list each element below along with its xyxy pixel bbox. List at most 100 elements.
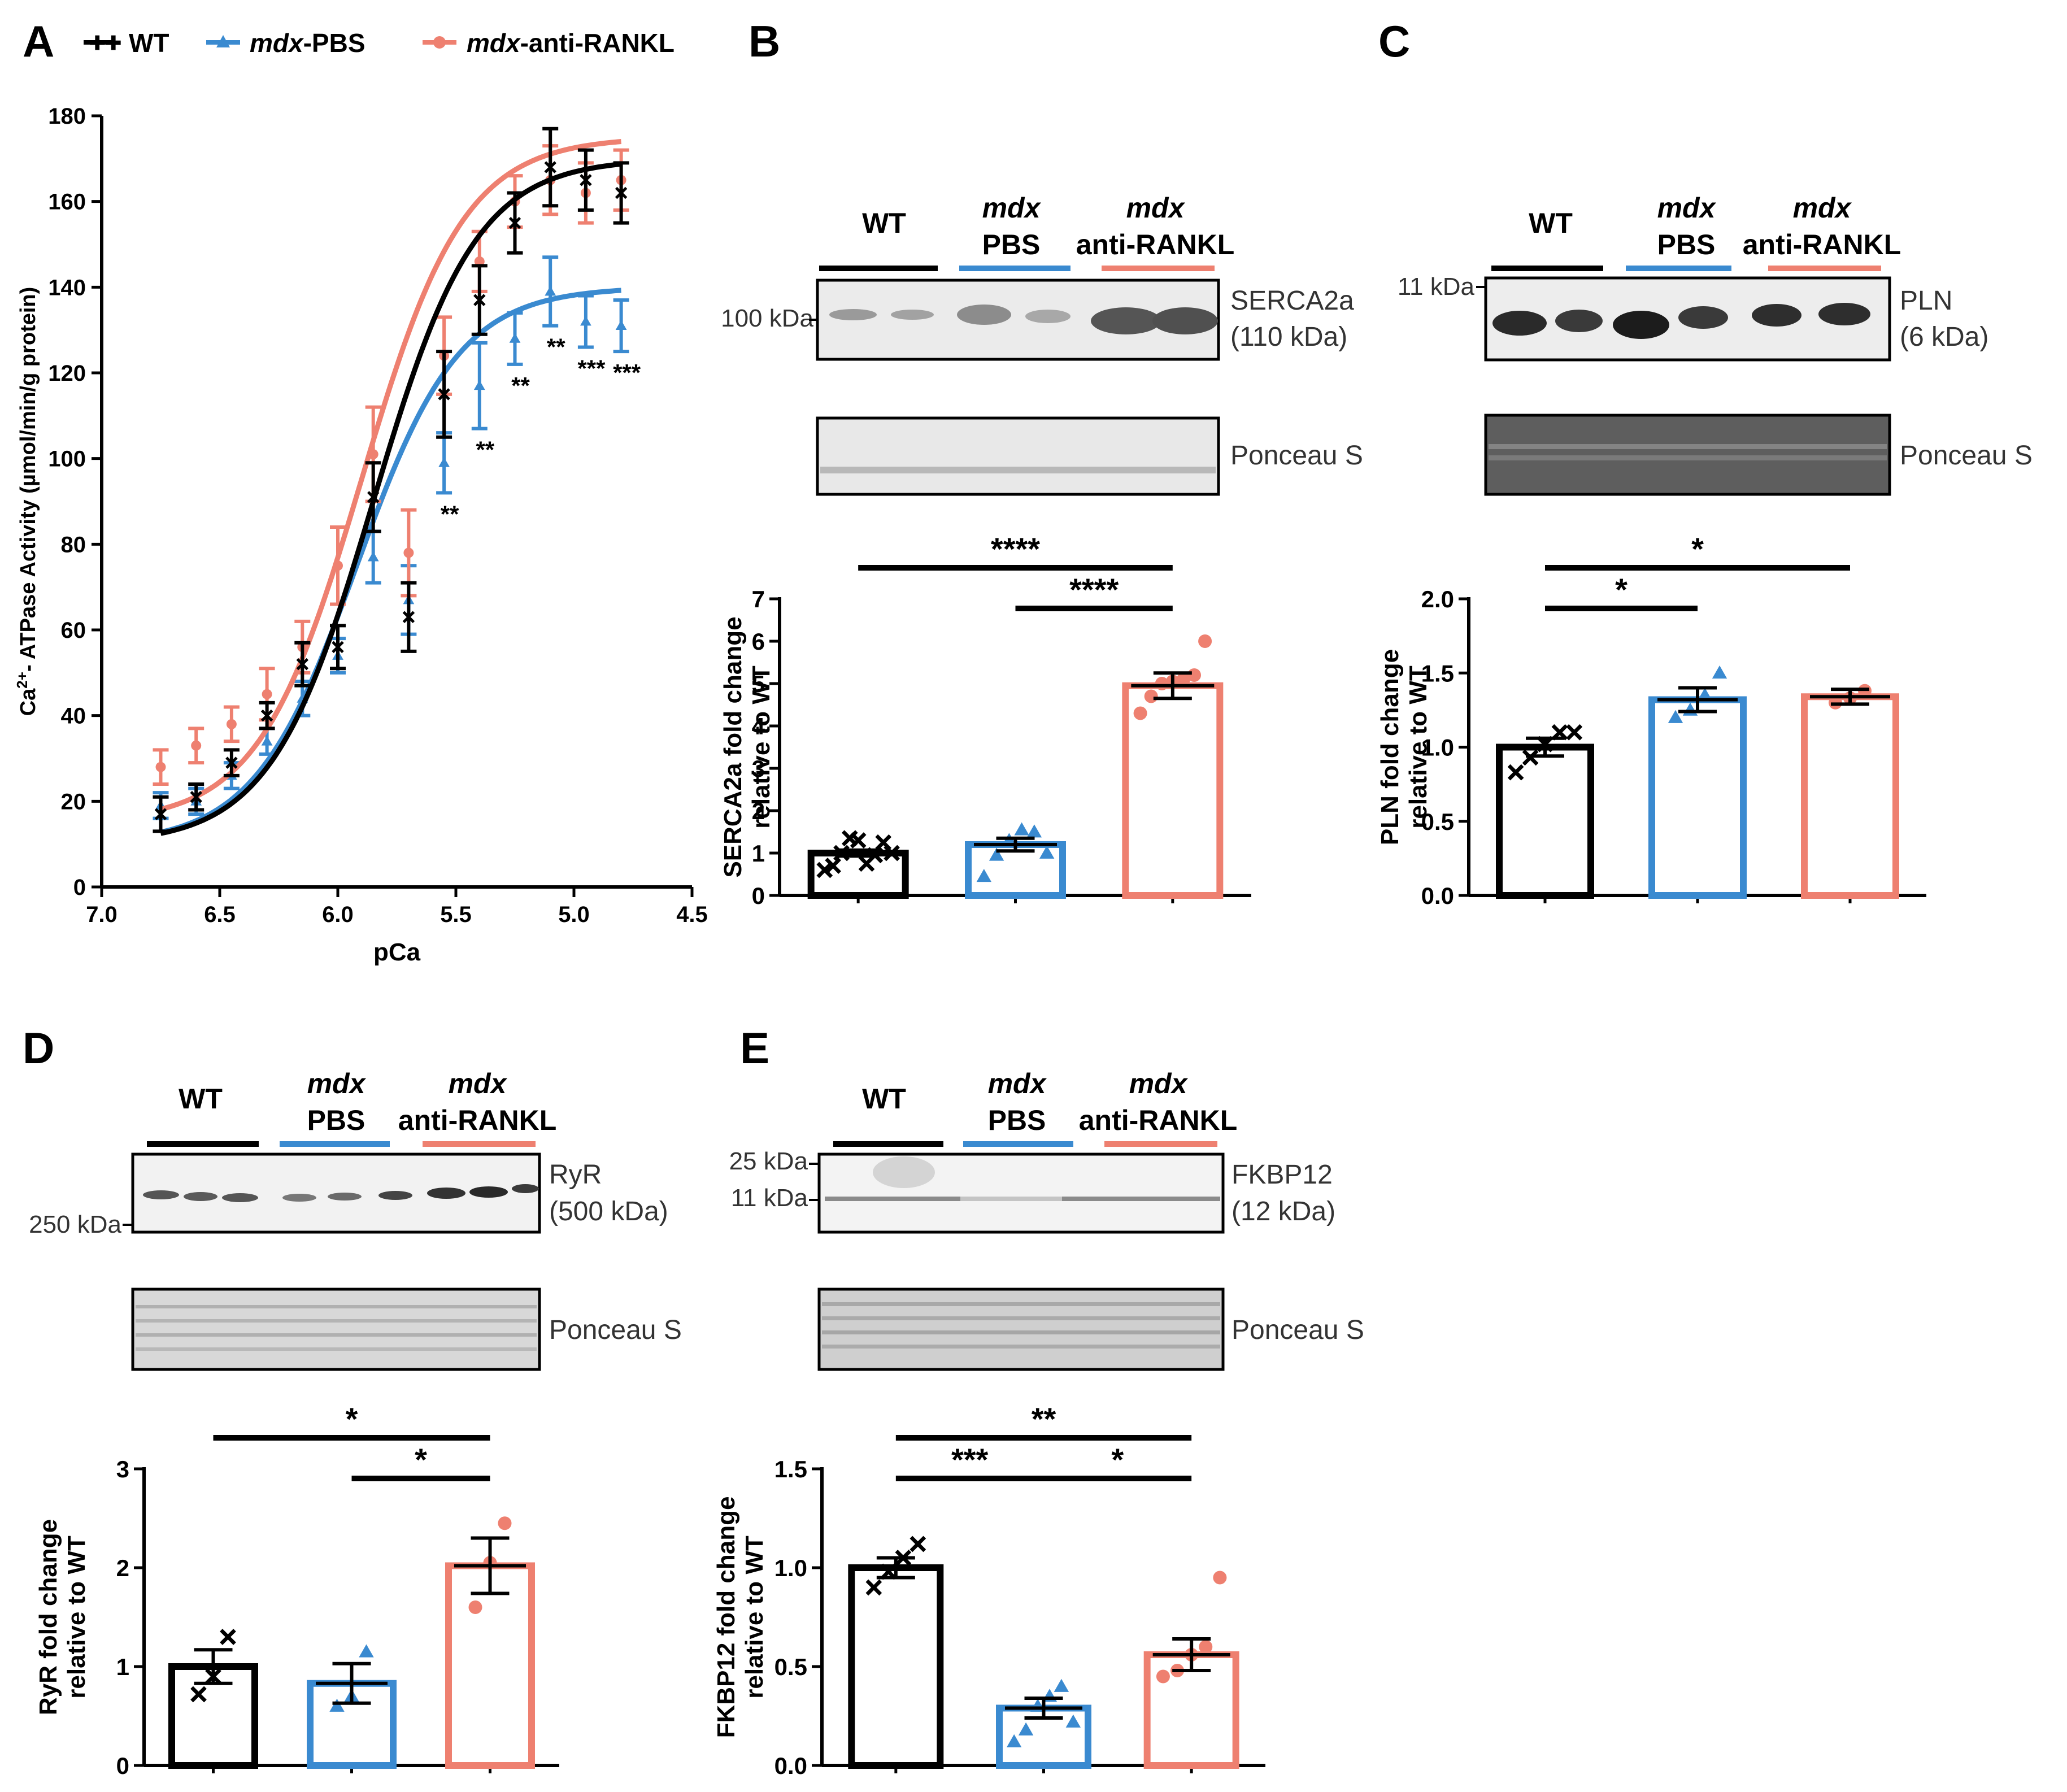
serca2a-protein: SERCA2a: [1230, 286, 1354, 316]
y-tick-label: 7: [752, 586, 765, 612]
pln-band: [1613, 311, 1669, 339]
lane-label-pbs: PBS: [988, 1104, 1046, 1136]
legend: ✚✚ WT mdx-PBS mdx-anti-RANKL: [84, 28, 675, 58]
lane-label-pbs: PBS: [307, 1104, 365, 1136]
lane-label-anti-rankl: anti-RANKL: [1743, 229, 1901, 260]
data-point: [473, 294, 486, 306]
x-tick-label: 5.0: [558, 902, 590, 927]
y-tick-label: 4: [752, 713, 765, 740]
data-point: [1018, 1722, 1034, 1736]
bar-WT: [168, 1663, 258, 1769]
y-tick-label: 6: [752, 628, 765, 655]
pln-band: [1555, 310, 1603, 332]
data-point: [1156, 1669, 1170, 1684]
lane-label-mdx: mdx: [1657, 192, 1717, 224]
lane-label-wt: WT: [862, 1083, 906, 1115]
data-point: [226, 719, 237, 729]
ryr-band: [469, 1186, 508, 1198]
significance-label: *: [1111, 1442, 1124, 1477]
serca2a-ponceau-label: Ponceau S: [1230, 441, 1363, 471]
panel-b-letter: B: [749, 16, 780, 66]
y-tick-label: 60: [61, 618, 86, 643]
fkbp12-marker-label-25: 25 kDa: [729, 1147, 808, 1175]
serca2a-band: [1152, 307, 1218, 334]
bar-mdx-PBS: [1648, 696, 1747, 899]
panel-c-letter: C: [1378, 16, 1410, 66]
serca2a-marker-label: 100 kDa: [721, 305, 813, 332]
data-point: [220, 1629, 236, 1645]
legend-rankl-label: mdx-anti-RANKL: [467, 28, 675, 58]
fkbp12-ponceau-label: Ponceau S: [1232, 1315, 1364, 1345]
y-axis-label: FKBP12 fold changerelative to WT: [712, 1497, 768, 1738]
significance-label: *: [1691, 531, 1704, 567]
pln-marker-label: 11 kDa: [1398, 273, 1475, 301]
lane-label-wt: WT: [179, 1083, 223, 1115]
data-point: [865, 1579, 882, 1596]
legend-pbs-label: mdx-PBS: [250, 28, 365, 58]
ryr-band: [328, 1193, 362, 1201]
y-tick-label: 0.5: [774, 1654, 807, 1680]
ryr-protein: RyR: [549, 1160, 602, 1190]
data-point: [1176, 672, 1190, 686]
x-axis-label: pCa: [373, 938, 421, 966]
fkbp12-protein: FKBP12: [1232, 1160, 1333, 1190]
data-point: [615, 186, 628, 199]
y-tick-label: 120: [48, 361, 86, 386]
y-axis-label-sup: 2+: [14, 672, 31, 689]
y-tick-label: 160: [48, 190, 86, 215]
data-point: [154, 808, 167, 820]
y-tick-label: 0: [116, 1752, 129, 1779]
pln-band: [1752, 304, 1801, 327]
ryr-marker-label: 250 kDa: [29, 1211, 121, 1238]
serca2a-band: [891, 310, 934, 320]
significance-label: **: [476, 437, 494, 463]
legend-pbs-suffix: -PBS: [303, 28, 365, 58]
y-axis-label-rest: - ATPase Activity (µmol/min/g protein): [16, 287, 40, 672]
panel-d-letter: D: [23, 1023, 54, 1073]
serca2a-band: [957, 305, 1011, 325]
data-point: [367, 491, 380, 503]
fkbp12-size: (12 kDa): [1232, 1197, 1335, 1226]
data-point: [989, 847, 1004, 861]
ponceau-band: [1489, 444, 1887, 449]
legend-pbs-mdx: mdx: [250, 28, 304, 58]
y-tick-label: 140: [48, 275, 86, 300]
serca2a-band: [1091, 307, 1161, 334]
chart-d: 0 1 2 3 RyR fold changerelative to WT * *: [34, 1401, 559, 1779]
y-tick-label: 1.0: [774, 1555, 807, 1581]
data-point: [1039, 845, 1055, 859]
y-tick-label: 3: [116, 1456, 129, 1482]
data-point: [262, 689, 272, 699]
bar-mdx-anti-RANKL: [1801, 693, 1899, 899]
significance-label: *: [415, 1442, 427, 1477]
panel-e: E WT mdx PBS mdx anti-RANKL 25 kDa 11 kD…: [712, 1023, 1364, 1779]
ponceau-band: [822, 1302, 1220, 1306]
significance-label: **: [511, 372, 530, 399]
ryr-band: [427, 1188, 465, 1199]
y-axis-label-line1: RyR fold change: [34, 1519, 62, 1715]
data-point: [190, 790, 202, 803]
ponceau-band: [822, 1330, 1220, 1334]
significance-label: *: [346, 1401, 358, 1437]
data-point: [155, 762, 166, 772]
fit-curve-WT: [160, 161, 622, 836]
lane-label-wt: WT: [1529, 207, 1573, 239]
data-point: [368, 449, 378, 460]
ponceau-band: [820, 467, 1216, 473]
panel-c: C WT mdx PBS mdx anti-RANKL 11 kDa PLN (…: [1376, 16, 2033, 909]
y-tick-label: 2: [752, 798, 765, 824]
lane-label-mdx: mdx: [1129, 1068, 1189, 1099]
ponceau-band: [136, 1305, 537, 1308]
y-axis-label-line2: relative to WT: [741, 1536, 768, 1699]
pln-protein: PLN: [1900, 286, 1952, 316]
data-point: [615, 320, 627, 330]
y-axis-label: Ca2+- ATPase Activity (µmol/min/g protei…: [14, 287, 40, 716]
legend-pbs-marker: [216, 35, 230, 47]
panel-e-letter: E: [740, 1023, 769, 1073]
y-tick-label: 0.0: [774, 1752, 807, 1779]
panel-a: A ✚✚ WT mdx-PBS mdx-anti-RANKL 020406080…: [14, 16, 708, 966]
data-point: [438, 388, 450, 401]
y-tick-label: 0.0: [1421, 882, 1454, 909]
data-point: [910, 1536, 926, 1552]
